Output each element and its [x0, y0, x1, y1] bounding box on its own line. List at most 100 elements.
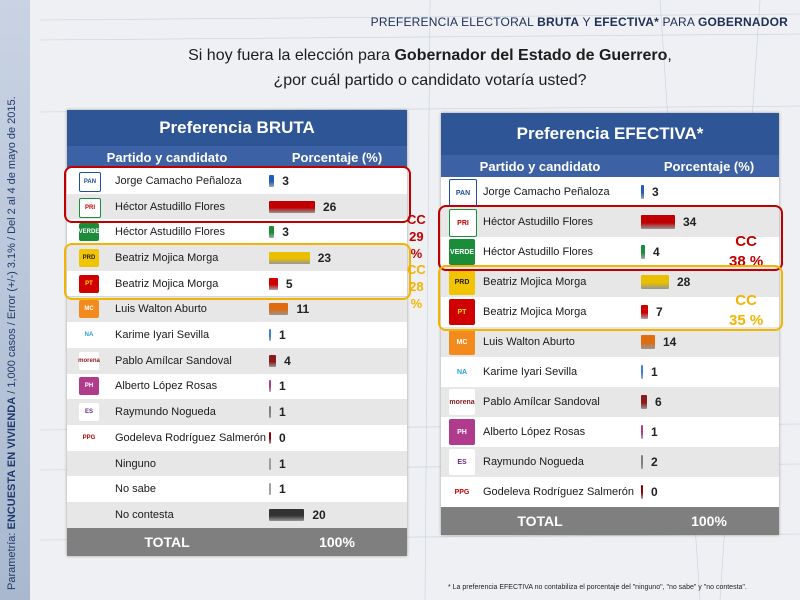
table-header: Partido y candidato Porcentaje (%) [67, 146, 407, 168]
data-label: 26 [323, 199, 337, 214]
candidate-name: Alberto López Rosas [483, 426, 586, 438]
table-row: Ninguno 1 [67, 450, 407, 478]
data-bar [269, 380, 271, 393]
candidate-name: Raymundo Nogueda [115, 406, 216, 419]
data-label: 1 [279, 405, 286, 420]
party-logo-encuentro-social: ES [79, 403, 99, 422]
coalition-label-prd: CC 35 % [729, 292, 764, 329]
candidate-name: Luis Walton Aburto [115, 303, 207, 316]
data-bar [269, 354, 277, 367]
candidate-name: Héctor Astudillo Flores [115, 200, 226, 213]
data-bar [269, 457, 271, 470]
table-row: NA Karime Iyari Sevilla 1 [67, 322, 407, 349]
candidate-name: Godeleva Rodríguez Salmerón [483, 486, 635, 498]
table-row: MC Luis Walton Aburto 11 [67, 296, 407, 324]
header-partido: Partido y candidato [479, 158, 601, 174]
data-label: 2 [651, 455, 658, 469]
table-row: morena Pablo Amílcar Sandoval 6 [441, 387, 779, 418]
data-label: 1 [279, 379, 286, 394]
table-row: PT Beatriz Mojica Morga 7 [441, 297, 779, 328]
table-row: ES Raymundo Nogueda 2 [441, 447, 779, 478]
candidate-name: Luis Walton Aburto [483, 336, 575, 348]
table-bruta: Preferencia BRUTA Partido y candidato Porc… [64, 110, 426, 556]
table-title: Preferencia BRUTA [67, 110, 407, 146]
data-label: 1 [651, 365, 658, 379]
party-logo-ppg: PPG [449, 479, 475, 505]
candidate-name: Héctor Astudillo Flores [483, 246, 594, 258]
total-label: TOTAL [144, 533, 190, 550]
party-logo-morena: morena [78, 351, 100, 370]
table-row: No contesta 20 [67, 502, 407, 529]
party-logo-prd: PRD [449, 269, 475, 295]
data-bar [641, 215, 675, 229]
candidate-name: Beatriz Mojica Morga [483, 276, 587, 288]
data-bar [641, 185, 644, 199]
party-logo-verde: VERDE [79, 223, 99, 242]
coalition-label-pri: CC 29 % [407, 212, 426, 261]
data-label: 14 [663, 335, 677, 349]
data-bar [641, 455, 643, 469]
coalition-box-prd [438, 265, 783, 331]
party-logo-movimiento-ciudadano: MC [79, 300, 99, 319]
data-label: 1 [279, 456, 286, 471]
data-bar [269, 251, 310, 264]
data-bar [641, 485, 643, 499]
data-label: 0 [651, 485, 658, 499]
party-logo-ppg: PPG [79, 428, 99, 447]
party-logo-pri: PRI [449, 209, 477, 237]
data-label: 20 [312, 507, 326, 522]
table-row: MC Luis Walton Aburto 14 [441, 327, 779, 358]
candidate-name: Jorge Camacho Peñaloza [115, 174, 242, 187]
data-label: 1 [651, 425, 658, 439]
data-label: 3 [652, 185, 659, 199]
coalition-box-pri [438, 205, 783, 271]
candidate-name: Héctor Astudillo Flores [115, 226, 226, 239]
party-logo-pt: PT [79, 274, 99, 293]
data-bar [269, 200, 315, 213]
total-label: TOTAL [517, 513, 563, 529]
party-logo-movimiento-ciudadano: MC [449, 329, 475, 355]
table-header: Partido y candidato Porcentaje (%) [441, 155, 779, 177]
party-logo-pri: PRI [79, 197, 101, 218]
table-row: PH Alberto López Rosas 1 [67, 373, 407, 401]
data-bar [641, 425, 643, 439]
data-bar [641, 275, 669, 289]
party-logo-pan: PAN [449, 179, 477, 207]
data-bar [641, 365, 643, 379]
data-bar [641, 245, 645, 259]
data-label: 6 [655, 395, 662, 409]
candidate-name: Godeleva Rodríguez Salmerón [115, 431, 267, 444]
data-label: 28 [677, 275, 691, 289]
table-row: NA Karime Iyari Sevilla 1 [441, 357, 779, 388]
question-line-2: ¿por cuál partido o candidato votaría us… [273, 72, 587, 89]
header-porcentaje: Porcentaje (%) [663, 158, 755, 174]
side-bar [0, 0, 30, 600]
table-row: VERDE Héctor Astudillo Flores 4 [441, 237, 779, 268]
data-label: 3 [282, 173, 289, 188]
data-bar [269, 226, 275, 239]
party-logo-humanista: PH [79, 377, 99, 396]
coalition-box-prd [64, 243, 411, 301]
candidate-name: Raymundo Nogueda [483, 456, 584, 468]
candidate-name: Pablo Amílcar Sandoval [483, 396, 600, 408]
header-partido: Partido y candidato [106, 149, 228, 165]
party-logo-encuentro-social: ES [449, 449, 475, 475]
party-logo-pan: PAN [79, 171, 101, 192]
table-row: PAN Jorge Camacho Peñaloza 3 [67, 168, 407, 195]
total-value: 100% [691, 513, 727, 529]
data-label: 1 [279, 328, 286, 343]
table-efectiva: Preferencia EFECTIVA* Partido y candidato… [438, 113, 783, 535]
table-row: PRD Beatriz Mojica Morga 28 [441, 267, 779, 298]
data-bar [269, 174, 275, 187]
party-logo-humanista: PH [449, 419, 475, 445]
candidate-name: No sabe [115, 483, 156, 496]
table-row: PPG Godeleva Rodríguez Salmerón 0 [67, 425, 407, 452]
footnote: * La preferencia EFECTIVA no contabiliza… [448, 584, 747, 591]
data-label: 11 [296, 302, 310, 317]
candidate-name: Ninguno [115, 457, 156, 470]
question-line-1: Si hoy fuera la elección para Gobernador… [188, 47, 672, 64]
candidate-name: No contesta [115, 508, 174, 521]
coalition-box-pri [64, 166, 411, 224]
data-bar [269, 277, 278, 290]
table-row: PAN Jorge Camacho Peñaloza 3 [441, 177, 779, 208]
